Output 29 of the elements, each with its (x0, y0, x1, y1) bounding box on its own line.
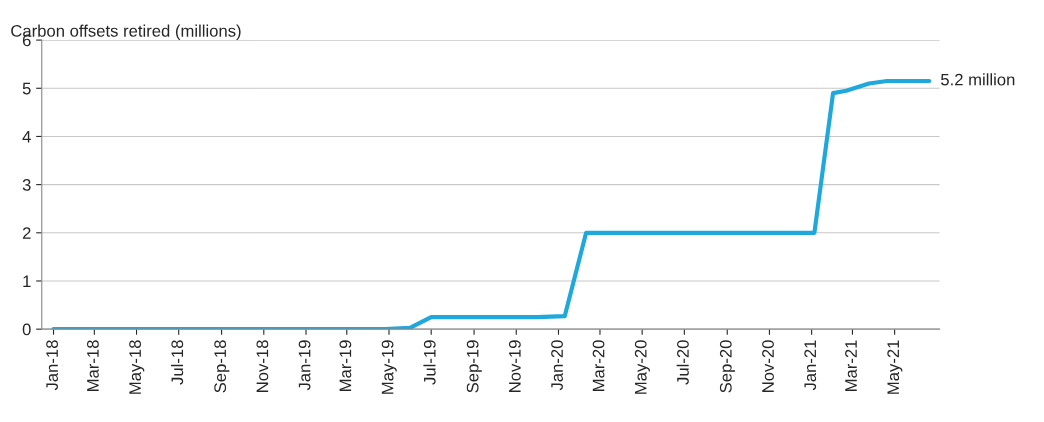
x-tick-label: Jan-20 (551, 340, 563, 391)
x-tick-label: Jan-18 (46, 340, 58, 391)
x-tick-label: May-21 (887, 340, 903, 394)
line-series (51, 78, 932, 330)
x-tick-label: Nov-20 (762, 340, 774, 392)
x-tick-label: Nov-18 (256, 340, 269, 392)
y-tick-label: 5 (22, 82, 31, 95)
x-tick-label: Nov-19 (508, 340, 521, 392)
x-tick-label: Sep-20 (719, 340, 736, 393)
x-tick-label: Jul-19 (423, 340, 436, 385)
y-tick-label: 2 (22, 227, 31, 239)
annotation: 5.2 million (941, 73, 1015, 86)
x-tick-label: May-19 (381, 340, 397, 394)
y-tick-label: 0 (22, 323, 31, 336)
y-tick-label: 4 (22, 131, 31, 143)
x-tick-label: Sep-18 (214, 340, 230, 393)
y-tick-label: 3 (22, 179, 31, 191)
x-tick-label: Mar-21 (845, 340, 857, 391)
x-tick-label: Mar-19 (339, 340, 352, 391)
y-tick-label: 1 (23, 275, 31, 288)
x-tick-label: Jul-20 (676, 340, 689, 385)
x-tick-label: Mar-20 (592, 340, 605, 391)
x-tick-label: Sep-19 (466, 340, 482, 393)
x-tick-label: Jul-18 (170, 340, 184, 385)
x-tick-label: Jan-19 (298, 340, 311, 391)
x-tick-label: May-18 (129, 340, 145, 394)
x-tick-label: Mar-18 (87, 340, 99, 391)
x-tick-label: Jan-21 (804, 340, 817, 391)
x-tick-label: May-20 (634, 340, 650, 394)
